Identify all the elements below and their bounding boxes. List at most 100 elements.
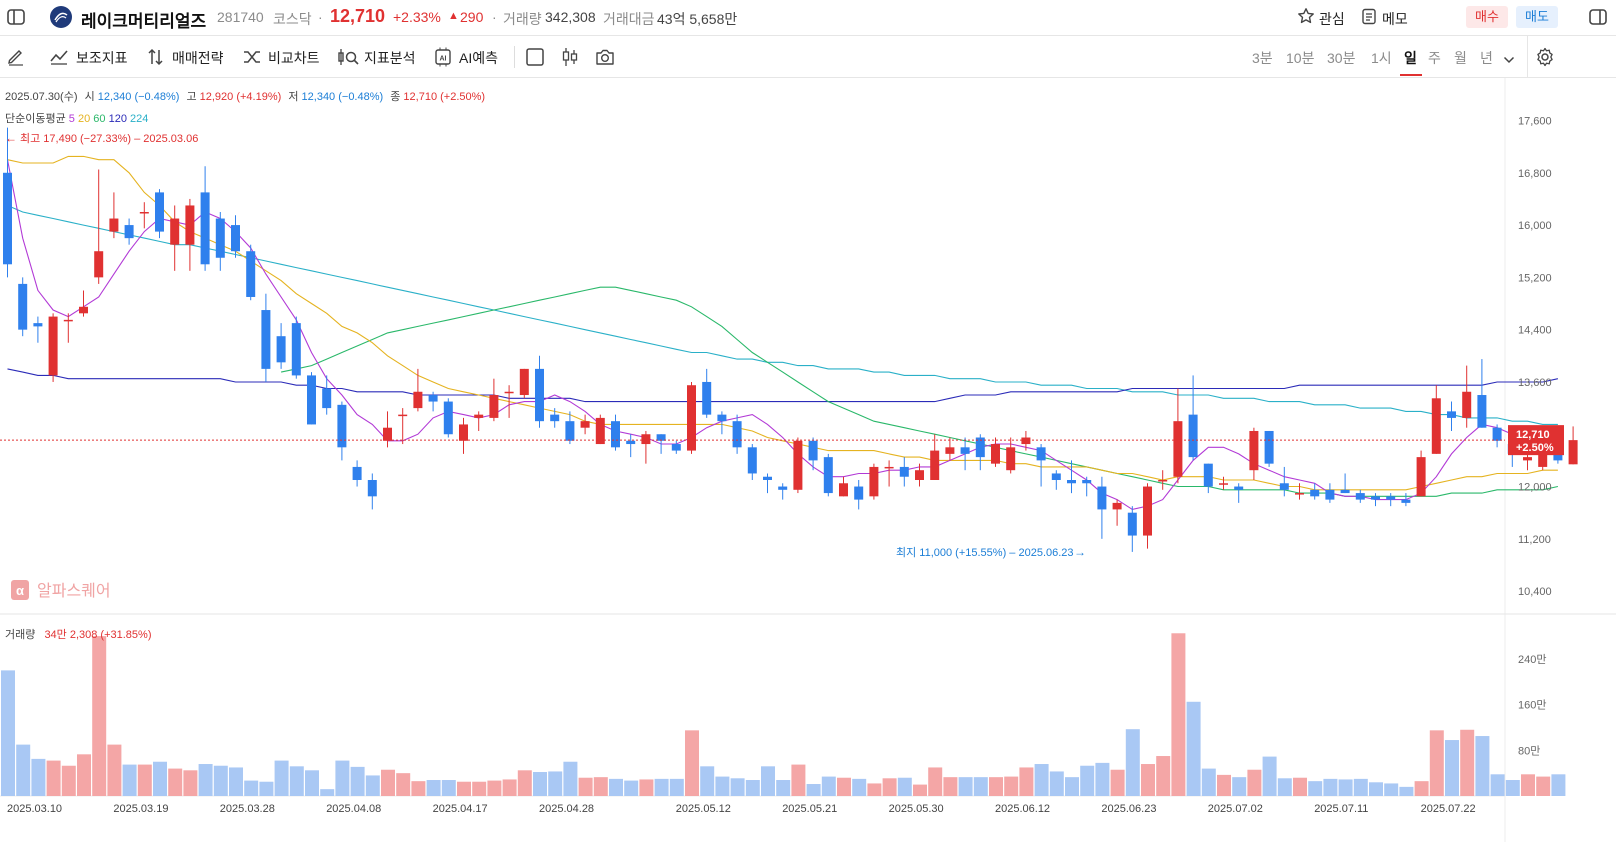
up-triangle-icon: ▲ [448,10,459,22]
period-30min[interactable]: 30분 [1327,50,1356,66]
strategy-icon[interactable] [146,48,166,71]
period-day[interactable]: 일 [1404,50,1417,66]
candle-body [550,414,560,422]
period-year[interactable]: 년 [1480,50,1493,66]
candle-body [94,251,104,278]
gear-icon[interactable] [1535,47,1555,72]
candle-body [398,414,408,417]
legend-close-label: 종 [390,91,401,103]
indicator-icon[interactable] [49,48,69,71]
volume-bar [1004,776,1019,796]
candle-body [1082,480,1092,484]
volume-bar [289,766,304,796]
volume-bar [1262,756,1277,796]
candle-body [79,306,88,314]
current-price-tag [1508,425,1564,456]
volume-bar [92,636,107,796]
sidebar-toggle-icon[interactable] [6,7,26,27]
volume-bar [1,670,15,796]
candle-body [48,316,58,376]
volume-bar [16,744,31,796]
compare-button[interactable]: 비교차트 [268,50,320,66]
ai-chip-icon[interactable]: AI [433,47,453,72]
volume-bar [259,781,274,796]
candle-body [1097,486,1107,510]
ma-legend-120: 120 [108,113,127,125]
min-price-arrow: → [1074,545,1086,559]
pen-icon[interactable] [6,47,26,72]
buy-button[interactable]: 매수 [1466,6,1508,28]
volume-bar [305,770,319,796]
candle-body [215,218,225,258]
volume-tick-label: 80만 [1518,744,1540,757]
ai-forecast-button[interactable]: AI예측 [459,50,498,66]
volume-legend-value: 34만 2,308 (+31.85%) [44,629,152,641]
period-10min[interactable]: 10분 [1286,50,1315,66]
period-month[interactable]: 월 [1454,50,1467,66]
volume-bar [1125,729,1140,796]
candle-body [3,172,12,265]
candle-body [246,251,256,297]
chevron-down-icon[interactable] [1503,52,1515,70]
volume-bar [365,775,380,796]
square-tool-icon[interactable] [525,47,545,72]
volume-bar [1490,774,1505,796]
strategy-button[interactable]: 매매전략 [172,50,224,66]
candle-body [383,427,392,441]
candle-body [595,417,605,445]
candle-body [930,450,940,480]
candle-body [1021,437,1031,445]
candle-body [915,470,924,480]
volume-bar [1399,786,1414,796]
price-chart[interactable]: 10,40011,20012,00012,80013,60014,40015,2… [0,78,1616,842]
volume-axis-labels: 80만 160만 240만 [1518,653,1546,757]
candle-body [367,480,377,497]
candle-body [1295,493,1304,495]
volume-bar [1308,781,1323,796]
memo-label[interactable]: 메모 [1382,11,1408,27]
volume-bar [852,778,867,796]
camera-icon[interactable] [594,47,616,72]
volume-bar [776,780,791,796]
candle-body [763,476,772,480]
compare-icon[interactable] [242,48,262,71]
watch-label[interactable]: 관심 [1319,11,1345,27]
volume-bar [1217,774,1231,796]
period-week[interactable]: 주 [1428,50,1441,66]
volume-bar [654,778,669,796]
legend-high-label: 고 [186,91,197,103]
current-price-tag-percent: +2.50% [1516,442,1554,454]
volume-bar [593,777,608,796]
candles [3,127,1578,552]
volume-bar [350,766,365,796]
watermark-text: 알파스퀘어 [37,582,111,600]
analysis-icon[interactable] [337,47,359,72]
memo-icon[interactable] [1360,7,1378,30]
indicators-button[interactable]: 보조지표 [76,50,128,66]
period-1hour[interactable]: 1시 [1371,50,1392,66]
volume-bar [1475,736,1490,796]
candle-body [109,218,119,232]
period-3min[interactable]: 3분 [1252,50,1273,66]
volume-bar [700,766,715,796]
price-tick-label: 12,000 [1518,482,1552,494]
analysis-button[interactable]: 지표분석 [364,50,416,66]
panel-toggle-icon[interactable] [1588,7,1608,27]
candle-body [960,447,970,454]
candle-body [504,391,514,394]
volume-bar [1080,765,1095,796]
volume-bar [867,783,882,796]
star-icon[interactable] [1297,7,1315,30]
volume-bar [943,777,958,796]
candle-body [611,421,620,448]
candle-body [443,401,453,435]
volume-bar [609,778,623,796]
volume-bar [1460,729,1475,796]
date-tick-label: 2025.03.19 [113,803,168,815]
volume-bar [168,768,183,796]
volume-bar [274,760,289,796]
sell-button[interactable]: 매도 [1516,6,1558,28]
volume-bar [77,754,91,796]
candle-type-icon[interactable] [560,46,580,73]
date-tick-label: 2025.07.11 [1314,803,1368,815]
